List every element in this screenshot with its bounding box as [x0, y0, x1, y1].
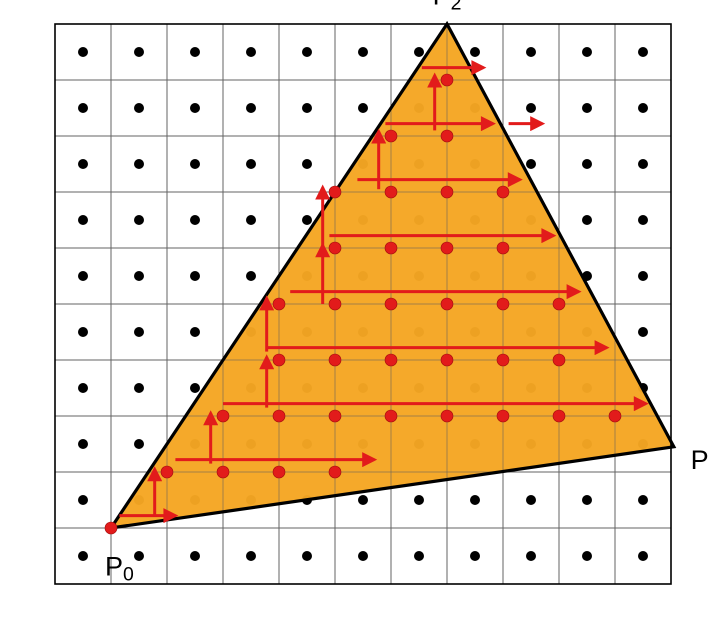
sample-dot	[329, 242, 341, 254]
sample-dot	[385, 298, 397, 310]
vertex-label-P1: P1	[691, 445, 710, 479]
sample-dot	[273, 410, 285, 422]
sample-dot	[329, 410, 341, 422]
sample-dot	[553, 410, 565, 422]
sample-dot	[497, 298, 509, 310]
sample-dot	[497, 410, 509, 422]
sample-dot	[105, 522, 117, 534]
sample-dot	[273, 466, 285, 478]
sample-dot	[441, 74, 453, 86]
sample-dot	[385, 186, 397, 198]
sample-dot	[441, 410, 453, 422]
sample-dot	[385, 354, 397, 366]
sample-dot	[441, 186, 453, 198]
sample-dot	[609, 410, 621, 422]
diagram-svg: P0P1P2	[0, 0, 710, 624]
sample-dot	[273, 298, 285, 310]
vertex-label-P2: P2	[433, 0, 462, 15]
sample-dot	[553, 354, 565, 366]
sample-dot	[329, 354, 341, 366]
sample-dot	[161, 466, 173, 478]
sample-dot	[553, 298, 565, 310]
sample-dot	[385, 242, 397, 254]
sample-dot	[441, 130, 453, 142]
sample-dot	[441, 298, 453, 310]
sample-dot	[273, 354, 285, 366]
sample-dot	[441, 242, 453, 254]
sample-dot	[329, 298, 341, 310]
sample-dot	[497, 242, 509, 254]
sample-dot	[217, 466, 229, 478]
sample-dot	[329, 466, 341, 478]
sample-dot	[497, 186, 509, 198]
sample-dot	[441, 354, 453, 366]
sample-dot	[385, 130, 397, 142]
rasterization-diagram: P0P1P2	[0, 0, 710, 624]
sample-dot	[217, 410, 229, 422]
sample-dot	[385, 410, 397, 422]
sample-dot	[497, 354, 509, 366]
sample-dot	[329, 186, 341, 198]
